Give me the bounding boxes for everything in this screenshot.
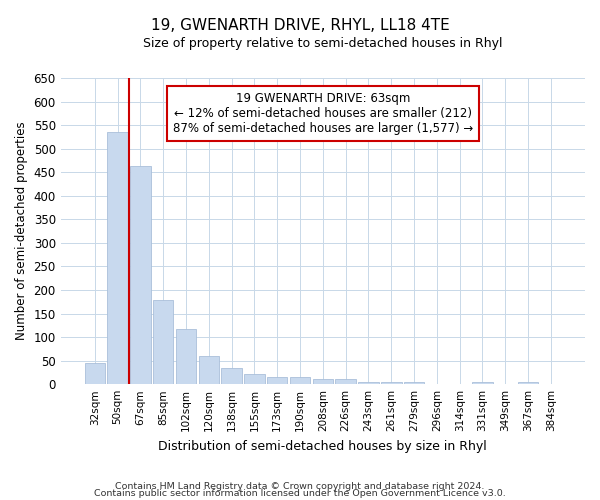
Bar [358, 382, 379, 384]
Y-axis label: Number of semi-detached properties: Number of semi-detached properties [15, 122, 28, 340]
Bar [221, 368, 242, 384]
Bar [472, 382, 493, 384]
Bar [290, 377, 310, 384]
Bar [176, 328, 196, 384]
Text: 19, GWENARTH DRIVE, RHYL, LL18 4TE: 19, GWENARTH DRIVE, RHYL, LL18 4TE [151, 18, 449, 32]
Bar [244, 374, 265, 384]
Text: Contains public sector information licensed under the Open Government Licence v3: Contains public sector information licen… [94, 490, 506, 498]
Bar [267, 377, 287, 384]
Title: Size of property relative to semi-detached houses in Rhyl: Size of property relative to semi-detach… [143, 38, 503, 51]
Bar [130, 166, 151, 384]
Bar [85, 363, 105, 384]
Text: Contains HM Land Registry data © Crown copyright and database right 2024.: Contains HM Land Registry data © Crown c… [115, 482, 485, 491]
Bar [107, 132, 128, 384]
Bar [313, 380, 333, 384]
Bar [199, 356, 219, 384]
Bar [404, 382, 424, 384]
Text: 19 GWENARTH DRIVE: 63sqm
← 12% of semi-detached houses are smaller (212)
87% of : 19 GWENARTH DRIVE: 63sqm ← 12% of semi-d… [173, 92, 473, 135]
Bar [518, 382, 538, 384]
X-axis label: Distribution of semi-detached houses by size in Rhyl: Distribution of semi-detached houses by … [158, 440, 487, 452]
Bar [381, 382, 401, 384]
Bar [153, 300, 173, 384]
Bar [335, 379, 356, 384]
